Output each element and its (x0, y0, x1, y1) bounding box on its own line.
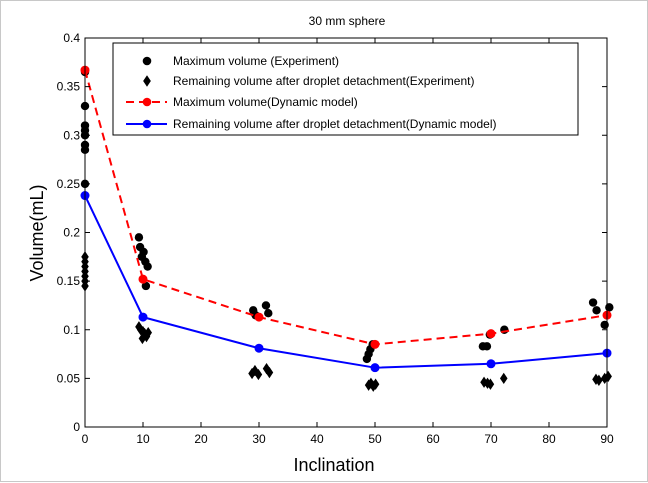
experiment-maximum-point (139, 247, 148, 257)
experiment-maximum-point (588, 298, 598, 307)
x-tick-label: 50 (368, 432, 382, 446)
y-tick-label: 0.3 (63, 128, 80, 142)
plot-marks (80, 65, 614, 392)
experiment-maximum-point (141, 281, 151, 291)
y-axis-label: Volume(mL) (27, 184, 47, 281)
x-tick-label: 60 (426, 432, 440, 446)
experiment-remaining-point (604, 370, 612, 383)
x-tick-label: 90 (600, 432, 614, 446)
model-remaining-point (254, 343, 264, 353)
x-axis-ticks: 0 10 20 30 40 50 60 70 80 90 (82, 38, 614, 446)
y-tick-label: 0.4 (63, 31, 80, 45)
y-tick-label: 0.05 (57, 371, 81, 385)
legend-marker (142, 97, 152, 107)
y-tick-label: 0.35 (57, 80, 81, 94)
experiment-remaining-point (254, 368, 263, 381)
experiment-remaining-point (248, 367, 256, 380)
experiment-remaining-point (144, 326, 152, 339)
x-tick-label: 70 (484, 432, 498, 446)
model-maximum-point (138, 274, 148, 284)
chart-title: 30 mm sphere (309, 14, 386, 28)
model-maximum-point (370, 339, 380, 349)
model-remaining-line (84, 195, 608, 369)
experiment-maximum-point (482, 342, 492, 351)
experiment-remaining-point (138, 332, 147, 345)
legend-marker (142, 119, 152, 129)
experiment-remaining-point (486, 378, 495, 390)
experiment-remaining-point (371, 378, 380, 390)
experiment-maximum-point (134, 233, 144, 242)
model-maximum-point (486, 329, 496, 339)
legend-label: Remaining volume after droplet detachmen… (173, 117, 496, 131)
legend-label: Maximum volume (Experiment) (173, 54, 339, 68)
experiment-remaining-point (499, 372, 508, 385)
legend-label: Remaining volume after droplet detachmen… (173, 74, 474, 88)
legend-marker (143, 75, 151, 87)
model-remaining-point (486, 359, 496, 369)
x-tick-label: 80 (542, 432, 556, 446)
y-tick-label: 0.2 (63, 226, 80, 240)
x-tick-label: 30 (252, 432, 266, 446)
x-axis-label: Inclination (293, 455, 374, 475)
legend-marker (142, 56, 152, 66)
model-remaining-point (138, 312, 148, 322)
model-maximum-point (254, 312, 264, 322)
model-remaining-point (370, 363, 380, 373)
y-axis-ticks: 0 0.05 0.1 0.15 0.2 0.25 0.3 0.35 0.4 (57, 31, 607, 434)
legend-label: Maximum volume(Dynamic model) (173, 95, 358, 109)
experiment-maximum-point (264, 309, 273, 318)
legend: Maximum volume (Experiment) Remaining vol… (112, 42, 579, 136)
experiment-maximum-point (143, 262, 152, 271)
experiment-remaining-point (595, 374, 603, 386)
y-tick-label: 0.25 (57, 177, 81, 191)
x-tick-label: 10 (136, 432, 150, 446)
y-tick-label: 0 (73, 420, 80, 434)
y-tick-label: 0.1 (63, 323, 80, 337)
y-tick-label: 0.15 (57, 274, 81, 288)
experiment-maximum-point (600, 320, 609, 330)
x-tick-label: 40 (310, 432, 324, 446)
experiment-remaining-point (367, 377, 375, 389)
x-tick-label: 20 (194, 432, 208, 446)
experiment-maximum-point (605, 303, 614, 312)
experiment-maximum-point (592, 306, 601, 315)
x-tick-label: 0 (82, 432, 89, 446)
legend-box (112, 42, 579, 136)
experiment-remaining-point (265, 366, 274, 379)
experiment-maximum-point (261, 301, 271, 310)
